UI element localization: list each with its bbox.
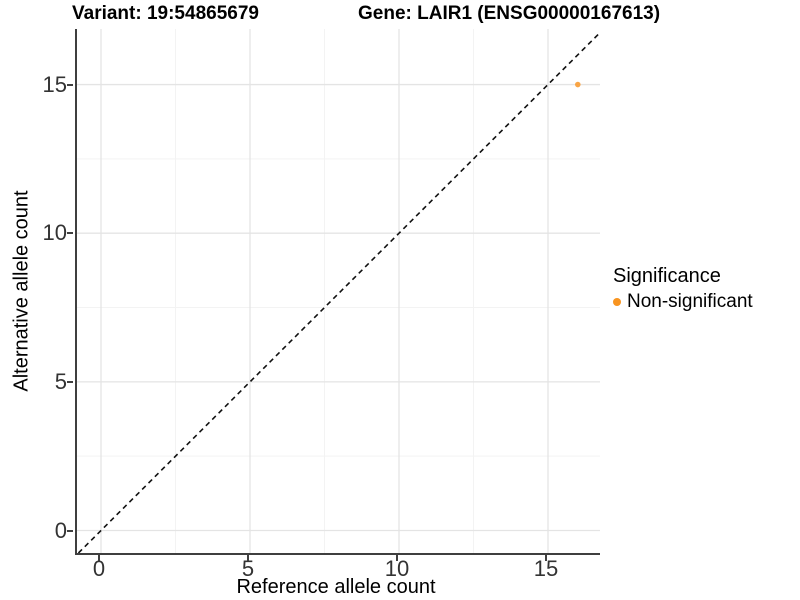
legend-point-marker-icon [613,298,621,306]
x-tick-mark [545,555,547,561]
plot-area-svg [77,29,600,553]
legend-item-label: Non-significant [627,291,753,312]
y-tick-mark [67,380,73,383]
plot-panel [75,29,600,555]
y-tick-mark [67,232,73,235]
variant-title: Variant: 19:54865679 [72,3,259,24]
data-point [575,81,581,88]
y-tick-label: 5 [54,368,67,394]
y-tick-label: 10 [42,220,67,246]
x-axis-title: Reference allele count [236,576,436,598]
y-tick-mark [67,83,73,86]
x-tick-label: 5 [241,556,255,581]
x-tick-mark [396,555,398,561]
y-tick-mark [67,529,73,532]
x-tick-mark [247,555,249,561]
identity-line [77,32,600,553]
legend-title: Significance [613,265,721,287]
legend-item-non-significant: Non-significant [613,291,753,313]
gene-title: Gene: LAIR1 (ENSG00000167613) [358,3,661,24]
x-tick-label: 10 [384,556,410,581]
y-tick-label: 0 [54,517,67,543]
legend: Significance Non-significant [613,264,753,313]
x-tick-label: 15 [533,556,559,581]
x-tick-label: 0 [92,556,106,581]
y-tick-label: 15 [42,71,67,97]
x-tick-mark [98,555,100,561]
